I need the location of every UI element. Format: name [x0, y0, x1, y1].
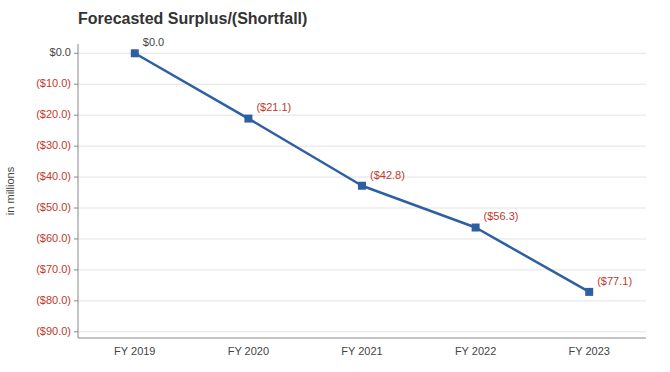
- tick-mark: [74, 115, 78, 116]
- grid-line: [78, 146, 646, 147]
- grid-line: [78, 208, 646, 209]
- chart-svg: $0.0 ($10.0) ($20.0) ($30.0) ($40.0) ($50.0) (…: [0, 0, 670, 372]
- marker: [244, 115, 252, 123]
- tick-label: FY 2023: [569, 345, 610, 357]
- tick-label: FY 2020: [228, 345, 269, 357]
- grid-line: [78, 269, 646, 270]
- data-label: $0.0: [143, 36, 164, 48]
- marker: [472, 224, 480, 232]
- tick-label: FY 2021: [341, 345, 382, 357]
- tick-label: ($30.0): [36, 139, 71, 151]
- tick-label: ($80.0): [36, 294, 71, 306]
- tick-mark: [74, 177, 78, 178]
- marker: [358, 182, 366, 190]
- grid-line: [78, 84, 646, 85]
- tick-label: FY 2022: [455, 345, 496, 357]
- marker: [131, 49, 139, 57]
- tick-label: ($10.0): [36, 77, 71, 89]
- x-axis: FY 2019 FY 2020 FY 2021 FY 2022 FY 2023: [114, 345, 610, 357]
- grid-line: [78, 53, 646, 54]
- grid: [78, 53, 646, 332]
- tick-mark: [74, 146, 78, 147]
- tick-label: ($60.0): [36, 232, 71, 244]
- tick-mark: [74, 331, 78, 332]
- plot-area: [131, 49, 593, 296]
- tick-mark: [74, 53, 78, 54]
- tick-mark: [74, 269, 78, 270]
- tick-mark: [74, 208, 78, 209]
- line: [135, 53, 589, 292]
- tick-label: ($70.0): [36, 263, 71, 275]
- axis-title: in millions: [4, 166, 16, 215]
- data-label: ($42.8): [370, 169, 405, 181]
- tick-label: FY 2019: [114, 345, 155, 357]
- grid-line: [78, 115, 646, 116]
- tick-mark: [74, 84, 78, 85]
- tick-label: ($90.0): [36, 325, 71, 337]
- tick-mark: [74, 300, 78, 301]
- title: Forecasted Surplus/(Shortfall): [78, 10, 307, 27]
- axis-line: [78, 338, 646, 339]
- axis-line: [78, 44, 79, 338]
- data-label: ($77.1): [597, 275, 632, 287]
- chart-container: $0.0 ($10.0) ($20.0) ($30.0) ($40.0) ($50.0) (…: [0, 0, 670, 372]
- data-label: ($56.3): [484, 210, 519, 222]
- data-labels: $0.0 ($21.1) ($42.8) ($56.3) ($77.1): [143, 36, 632, 287]
- data-label: ($21.1): [256, 101, 291, 113]
- marker: [585, 288, 593, 296]
- tick-label: ($50.0): [36, 201, 71, 213]
- y-axis: $0.0 ($10.0) ($20.0) ($30.0) ($40.0) ($50.0) (…: [36, 44, 646, 338]
- tick-label: ($40.0): [36, 170, 71, 182]
- grid-line: [78, 300, 646, 301]
- grid-line: [78, 331, 646, 332]
- tick-label: $0.0: [50, 46, 71, 58]
- tick-label: ($20.0): [36, 108, 71, 120]
- tick-mark: [74, 238, 78, 239]
- grid-line: [78, 177, 646, 178]
- grid-line: [78, 238, 646, 239]
